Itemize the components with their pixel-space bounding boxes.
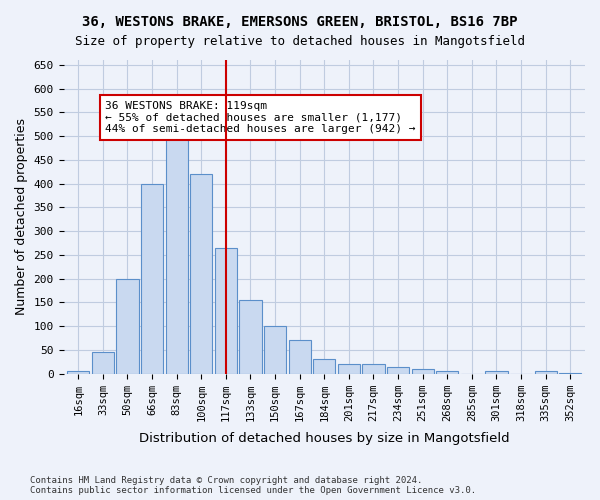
Bar — [239, 300, 262, 374]
Bar — [559, 372, 581, 374]
Bar — [289, 340, 311, 374]
Text: Contains HM Land Registry data © Crown copyright and database right 2024.
Contai: Contains HM Land Registry data © Crown c… — [30, 476, 476, 495]
Y-axis label: Number of detached properties: Number of detached properties — [15, 118, 28, 316]
Text: 36, WESTONS BRAKE, EMERSONS GREEN, BRISTOL, BS16 7BP: 36, WESTONS BRAKE, EMERSONS GREEN, BRIST… — [82, 15, 518, 29]
Bar — [362, 364, 385, 374]
Bar — [485, 372, 508, 374]
Bar — [190, 174, 212, 374]
Bar — [535, 372, 557, 374]
Bar — [338, 364, 360, 374]
Bar — [313, 360, 335, 374]
Bar — [387, 366, 409, 374]
Bar — [166, 134, 188, 374]
Text: 36 WESTONS BRAKE: 119sqm
← 55% of detached houses are smaller (1,177)
44% of sem: 36 WESTONS BRAKE: 119sqm ← 55% of detach… — [105, 101, 416, 134]
X-axis label: Distribution of detached houses by size in Mangotsfield: Distribution of detached houses by size … — [139, 432, 509, 445]
Bar — [141, 184, 163, 374]
Bar — [92, 352, 114, 374]
Bar — [436, 372, 458, 374]
Bar — [412, 369, 434, 374]
Bar — [264, 326, 286, 374]
Bar — [215, 248, 237, 374]
Text: Size of property relative to detached houses in Mangotsfield: Size of property relative to detached ho… — [75, 35, 525, 48]
Bar — [67, 372, 89, 374]
Bar — [116, 278, 139, 374]
